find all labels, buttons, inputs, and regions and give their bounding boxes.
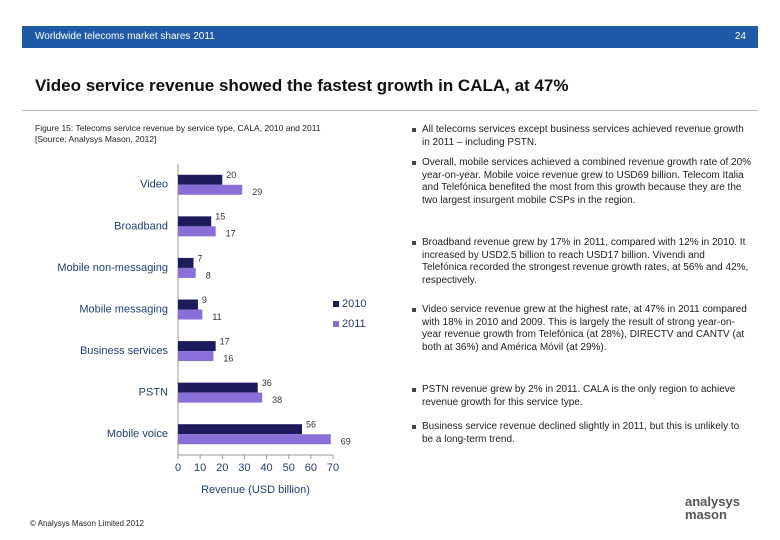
data-label: 8 xyxy=(206,270,211,280)
y-tick-label: Business services xyxy=(80,345,169,357)
bar xyxy=(178,392,263,403)
x-tick-label: 30 xyxy=(238,462,250,474)
bar xyxy=(178,226,216,237)
bar xyxy=(178,382,258,393)
data-label: 9 xyxy=(202,295,207,305)
y-tick-label: Mobile voice xyxy=(107,428,168,440)
x-tick-label: 20 xyxy=(216,462,228,474)
data-label: 15 xyxy=(215,212,225,222)
figure-caption: Figure 15: Telecoms service revenue by s… xyxy=(35,123,321,145)
data-label: 69 xyxy=(341,437,351,447)
data-label: 36 xyxy=(262,378,272,388)
logo-line: analysys xyxy=(685,494,740,509)
bullet: Business service revenue declined slight… xyxy=(412,421,752,446)
copyright: © Analysys Mason Limited 2012 xyxy=(30,519,144,528)
y-tick-label: Broadband xyxy=(114,220,168,232)
legend-swatch xyxy=(333,321,339,327)
legend-label: 2010 xyxy=(342,298,366,310)
data-label: 38 xyxy=(272,395,282,405)
x-tick-label: 40 xyxy=(260,462,272,474)
x-tick-label: 70 xyxy=(327,462,339,474)
x-tick-label: 50 xyxy=(283,462,295,474)
data-label: 11 xyxy=(212,312,221,322)
bullet: PSTN revenue grew by 2% in 2011. CALA is… xyxy=(412,384,752,409)
bar xyxy=(178,351,214,362)
bar xyxy=(178,309,203,320)
bullet: Broadband revenue grew by 17% in 2011, c… xyxy=(412,237,752,287)
bullet: Overall, mobile services achieved a comb… xyxy=(412,157,752,206)
bar xyxy=(178,257,194,268)
bar xyxy=(178,424,302,435)
x-axis-label: Revenue (USD billion) xyxy=(201,484,310,496)
rule xyxy=(22,110,758,111)
caption-line: Figure 15: Telecoms service revenue by s… xyxy=(35,123,321,133)
headline: Video service revenue showed the fastest… xyxy=(35,76,569,95)
header-bar: Worldwide telecoms market shares 2011 24 xyxy=(22,26,758,48)
y-tick-label: Mobile messaging xyxy=(79,303,168,315)
bar xyxy=(178,216,212,227)
caption-line: [Source: Analysys Mason, 2012] xyxy=(35,134,157,144)
data-label: 16 xyxy=(223,353,233,363)
legend-label: 2011 xyxy=(342,318,366,330)
bar xyxy=(178,184,243,195)
page-number: 24 xyxy=(734,31,746,42)
header-title: Worldwide telecoms market shares 2011 xyxy=(35,31,215,42)
y-tick-label: Mobile non-messaging xyxy=(57,262,168,274)
bullet: All telecoms services except business se… xyxy=(412,124,752,149)
bar xyxy=(178,341,216,352)
data-label: 7 xyxy=(198,253,203,263)
x-tick-label: 10 xyxy=(194,462,206,474)
data-label: 17 xyxy=(220,336,230,346)
x-tick-label: 60 xyxy=(305,462,317,474)
x-tick-label: 0 xyxy=(175,462,181,474)
data-label: 17 xyxy=(226,229,236,239)
data-label: 56 xyxy=(306,420,316,430)
logo: analysys mason xyxy=(685,495,740,521)
bar xyxy=(178,434,331,445)
bullet: Video service revenue grew at the highes… xyxy=(412,304,752,354)
bar xyxy=(178,174,223,185)
bar xyxy=(178,299,198,310)
y-tick-label: Video xyxy=(140,179,168,191)
data-label: 29 xyxy=(252,187,262,197)
legend-swatch xyxy=(333,301,339,307)
data-label: 20 xyxy=(226,170,236,180)
bar xyxy=(178,267,196,278)
logo-line: mason xyxy=(685,507,727,522)
y-tick-label: PSTN xyxy=(139,387,168,399)
